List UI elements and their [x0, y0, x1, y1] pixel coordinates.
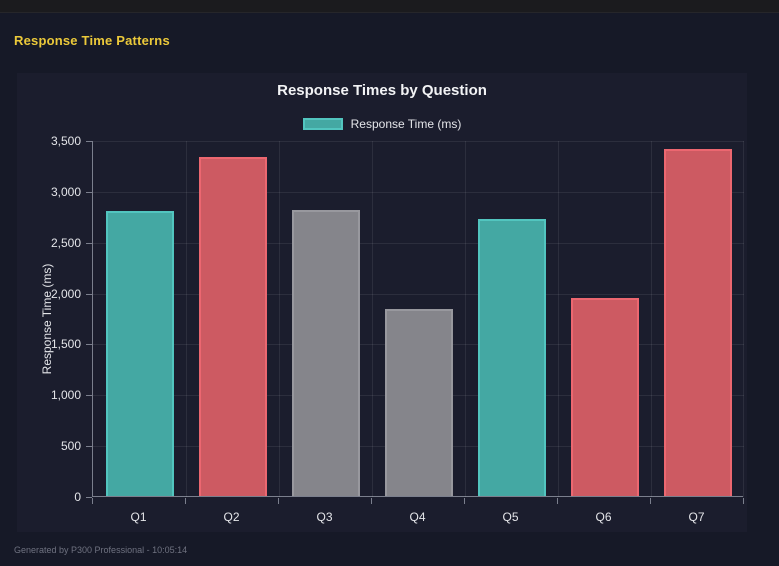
x-axis-tick	[371, 498, 372, 504]
chart-legend[interactable]: Response Time (ms)	[17, 117, 747, 131]
chart-title: Response Times by Question	[277, 82, 487, 99]
y-tick-label: 1,500	[50, 337, 81, 352]
x-tick-label: Q6	[595, 510, 612, 524]
y-tick-label: 2,500	[50, 235, 81, 250]
y-axis-title: Response Time (ms)	[40, 263, 54, 375]
window-chrome-bar	[0, 0, 779, 13]
y-tick-label: 3,000	[50, 184, 81, 199]
y-axis-tick	[86, 191, 92, 193]
bar-q6[interactable]	[570, 297, 639, 496]
x-axis-tick	[650, 498, 651, 504]
x-axis-tick	[278, 498, 279, 504]
gridline-vertical	[558, 141, 559, 497]
x-tick-label: Q1	[130, 510, 147, 524]
y-tick-label: 1,000	[50, 388, 81, 403]
y-axis-tick	[86, 141, 92, 142]
gridline-horizontal	[93, 242, 744, 244]
y-axis-tick	[86, 497, 92, 498]
bar-q5[interactable]	[477, 219, 546, 496]
gridline-vertical	[465, 141, 466, 497]
y-tick-label: 2,000	[50, 286, 81, 301]
bar-q4[interactable]	[384, 308, 453, 496]
gridline-vertical	[279, 141, 280, 497]
gridline-vertical	[186, 141, 187, 497]
bar-q1[interactable]	[105, 211, 174, 496]
legend-label: Response Time (ms)	[350, 117, 462, 131]
footer-text: Generated by P300 Professional - 10:05:1…	[14, 545, 188, 555]
x-tick-label: Q5	[502, 510, 519, 524]
x-axis-tick	[464, 498, 465, 504]
bar-q2[interactable]	[198, 157, 267, 496]
y-axis-tick	[86, 395, 92, 397]
gridline-vertical	[743, 141, 744, 497]
x-tick-label: Q7	[688, 510, 705, 524]
gridline-horizontal	[93, 293, 744, 295]
bar-q3[interactable]	[291, 210, 360, 496]
x-tick-label: Q2	[223, 510, 240, 524]
gridline-vertical	[372, 141, 373, 497]
x-axis-tick	[743, 498, 744, 504]
y-tick-label: 3,500	[50, 134, 81, 148]
x-axis-tick	[557, 498, 558, 504]
x-tick-label: Q4	[409, 510, 426, 524]
legend-swatch	[302, 118, 343, 130]
y-tick-label: 0	[74, 490, 81, 504]
page-title: Response Time Patterns	[14, 33, 170, 48]
plot-area	[92, 141, 744, 497]
y-axis-tick	[86, 293, 92, 295]
y-tick-label: 500	[60, 439, 81, 454]
x-axis-tick	[185, 498, 186, 504]
gridline-horizontal	[93, 141, 744, 142]
gridline-vertical	[651, 141, 652, 497]
x-tick-label: Q3	[316, 510, 333, 524]
y-axis-tick	[86, 242, 92, 244]
gridline-horizontal	[93, 191, 744, 193]
y-axis-tick	[86, 446, 92, 448]
chart-panel: Response Times by Question Response Time…	[17, 73, 747, 532]
bar-q7[interactable]	[663, 149, 732, 496]
y-axis-tick	[86, 344, 92, 346]
x-axis-tick	[92, 498, 93, 504]
